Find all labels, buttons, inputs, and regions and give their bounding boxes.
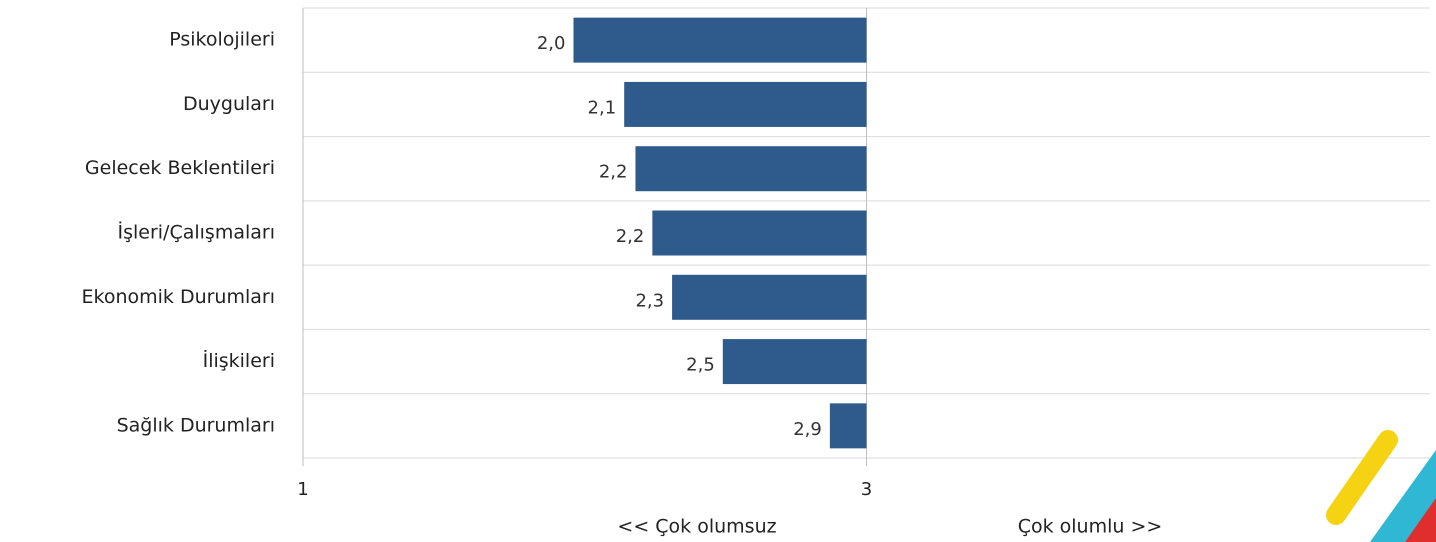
value-label: 2,3: [635, 290, 664, 311]
bar: [672, 274, 867, 320]
value-label: 2,9: [793, 419, 822, 440]
value-label: 2,2: [616, 226, 645, 247]
category-label: İşleri/Çalışmaları: [118, 221, 276, 244]
value-label: 2,0: [537, 33, 566, 54]
category-label: Psikolojileri: [169, 29, 275, 51]
category-label: Ekonomik Durumları: [82, 286, 276, 308]
category-label: İlişkileri: [203, 349, 275, 372]
bar: [624, 81, 867, 127]
x-tick-label: 3: [861, 479, 872, 500]
logo: [1326, 430, 1436, 542]
bar: [652, 210, 867, 256]
bar: [573, 17, 867, 63]
category-label: Sağlık Durumları: [117, 414, 275, 436]
category-label: Duyguları: [183, 93, 275, 115]
bar: [635, 146, 867, 192]
bar: [829, 403, 867, 449]
annotation: Çok olumlu >>: [1018, 516, 1163, 538]
value-label: 2,2: [599, 162, 628, 183]
value-label: 2,1: [588, 97, 617, 118]
x-tick-label: 1: [297, 479, 308, 500]
annotation: << Çok olumsuz: [617, 516, 776, 538]
category-label: Gelecek Beklentileri: [85, 157, 275, 179]
value-label: 2,5: [686, 355, 715, 376]
bar: [722, 339, 867, 385]
